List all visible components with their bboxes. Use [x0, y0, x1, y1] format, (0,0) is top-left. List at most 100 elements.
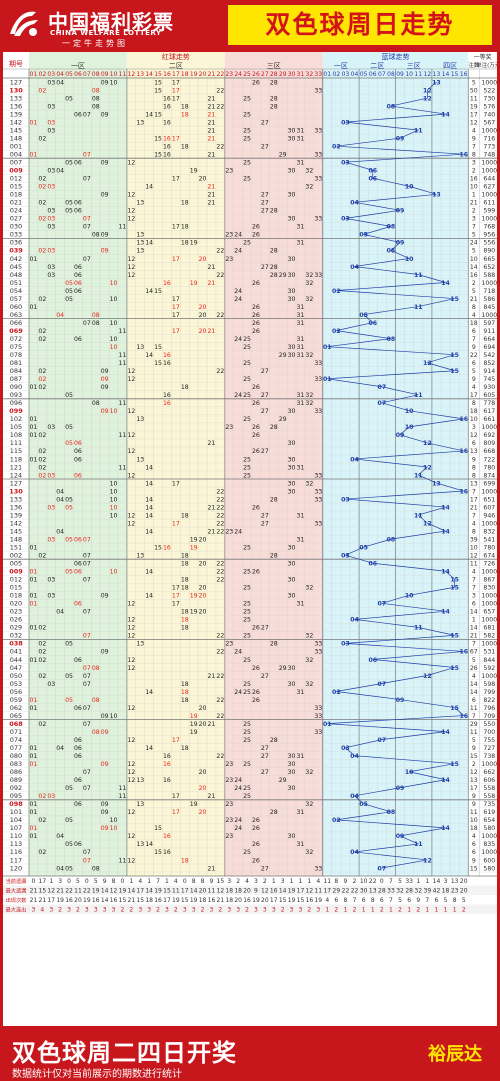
- period-cell: 105: [10, 423, 22, 431]
- red-ball-cell: 22: [216, 753, 224, 760]
- red-ball-cell: 24: [234, 649, 242, 656]
- red-ball-cell: 01: [30, 625, 38, 632]
- blue-ball-cell: 16: [459, 416, 468, 423]
- stats-red-value: 5: [94, 878, 98, 885]
- red-number-header: 13: [136, 71, 144, 78]
- red-ball-cell: 02: [38, 448, 46, 455]
- red-ball-cell: 20: [199, 721, 207, 728]
- period-cell: 145: [10, 126, 22, 134]
- red-ball-cell: 26: [252, 232, 260, 239]
- red-ball-cell: 09: [101, 593, 109, 600]
- red-ball-cell: 02: [38, 296, 46, 303]
- blue-ball-cell: 06: [368, 168, 377, 175]
- blue-ball-cell: 03: [341, 552, 350, 559]
- prize-amount-cell: 598: [483, 681, 495, 688]
- red-number-header: 21: [208, 71, 216, 78]
- red-ball-cell: 12: [127, 761, 135, 768]
- header-blue-title: 蓝球走势: [382, 52, 410, 61]
- red-ball-cell: 12: [127, 256, 135, 263]
- red-ball-cell: 24: [234, 232, 242, 239]
- red-ball-cell: 31: [297, 240, 305, 247]
- stats-red-value: 3: [272, 907, 276, 914]
- red-ball-cell: 12: [127, 705, 135, 712]
- stats-red-value: 1: [272, 878, 276, 885]
- stats-red-value: 4: [245, 878, 249, 885]
- red-ball-cell: 13: [136, 777, 144, 784]
- red-ball-cell: 14: [145, 184, 153, 191]
- prize-amount-cell: 718: [483, 288, 495, 295]
- prize-count-cell: 14: [470, 625, 478, 632]
- red-ball-cell: 31: [297, 304, 305, 311]
- stats-blue-value: 1: [362, 907, 366, 914]
- red-ball-cell: 01: [30, 456, 38, 463]
- red-ball-cell: 25: [243, 127, 251, 134]
- red-ball-cell: 20: [199, 785, 207, 792]
- red-ball-cell: 21: [208, 119, 216, 126]
- prize-amount-cell: 652: [483, 264, 495, 271]
- stats-red-value: 3: [192, 907, 196, 914]
- stats-blue-value: 10: [360, 878, 368, 885]
- prize-amount-cell: 627: [483, 184, 495, 191]
- blue-ball-cell: 12: [423, 360, 432, 367]
- red-ball-cell: 23: [225, 817, 233, 824]
- red-ball-cell: 13: [136, 801, 144, 808]
- red-ball-cell: 25: [243, 761, 251, 768]
- red-ball-cell: 08: [92, 320, 100, 327]
- red-ball-cell: 27: [261, 625, 269, 632]
- prize-count-cell: 18: [470, 825, 478, 832]
- red-ball-cell: 16: [163, 753, 171, 760]
- prize-count-cell: 7: [472, 224, 476, 231]
- period-cell: 130: [9, 487, 23, 495]
- period-cell: 111: [10, 439, 22, 447]
- red-ball-cell: 21: [208, 151, 216, 158]
- red-ball-cell: 31: [297, 224, 305, 231]
- red-ball-cell: 06: [74, 601, 82, 608]
- prize-amount-cell: 799: [483, 689, 495, 696]
- red-ball-cell: 08: [92, 400, 100, 407]
- red-ball-cell: 09: [101, 368, 109, 375]
- red-ball-cell: 15: [154, 360, 162, 367]
- prize-count-cell: 14: [470, 681, 478, 688]
- prize-amount-cell: 748: [483, 151, 495, 158]
- stats-red-value: 3: [147, 907, 151, 914]
- red-ball-cell: 03: [47, 593, 55, 600]
- stats-red-value: 21: [56, 888, 64, 895]
- red-number-header: 03: [47, 71, 55, 78]
- stats-row-background: [3, 875, 497, 886]
- period-cell: 099: [9, 407, 23, 415]
- red-ball-cell: 30: [288, 135, 296, 142]
- stats-red-value: 20: [261, 897, 269, 904]
- prize-count-cell: 9: [472, 376, 476, 383]
- blue-ball-cell: 10: [405, 769, 414, 776]
- period-cell: 074: [10, 736, 22, 744]
- stats-blue-value: 1: [416, 878, 420, 885]
- blue-ball-cell: 08: [387, 336, 396, 343]
- stats-red-value: 9: [254, 888, 258, 895]
- blue-ball-cell: 02: [332, 143, 341, 150]
- stats-red-value: 3: [263, 907, 267, 914]
- stats-blue-value: 1: [444, 907, 448, 914]
- red-ball-cell: 28: [270, 103, 278, 110]
- red-number-header: 12: [128, 71, 136, 78]
- stats-red-value: 16: [154, 897, 162, 904]
- red-ball-cell: 10: [110, 480, 118, 487]
- red-ball-cell: 08: [92, 665, 100, 672]
- red-ball-cell: 15: [154, 135, 162, 142]
- prize-count-cell: 13: [470, 777, 478, 784]
- stats-red-value: 2: [156, 907, 160, 914]
- brand-name: 裕辰达: [428, 1044, 482, 1065]
- red-ball-cell: 22: [216, 577, 224, 584]
- red-ball-cell: 12: [127, 601, 135, 608]
- stats-red-value: 15: [217, 878, 225, 885]
- period-cell: 136: [10, 102, 22, 110]
- blue-ball-cell: 09: [396, 240, 405, 247]
- red-ball-cell: 07: [83, 561, 91, 568]
- prize-count-cell: 67: [470, 649, 478, 656]
- red-number-header: 08: [92, 71, 100, 78]
- prize-amount-cell: 730: [483, 95, 495, 102]
- red-ball-cell: 21: [208, 135, 216, 142]
- red-ball-cell: 30: [288, 344, 296, 351]
- stats-blue-value: 1: [425, 907, 429, 914]
- red-ball-cell: 18: [181, 200, 189, 207]
- red-ball-cell: 27: [261, 520, 269, 527]
